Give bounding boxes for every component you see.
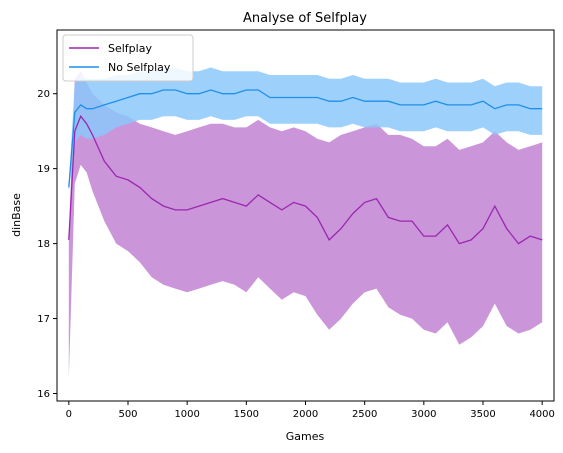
x-tick-label: 1000 (174, 409, 199, 420)
y-tick-label: 19 (37, 164, 50, 175)
no-selfplay-band (68, 67, 543, 192)
legend-frame (62, 34, 194, 82)
selfplay-line (68, 114, 543, 245)
x-tick-label: 4000 (529, 409, 554, 420)
legend-label-selfplay: Selfplay (108, 42, 152, 55)
y-tick-label: 16 (37, 389, 50, 400)
y-tick-label: 18 (37, 239, 50, 250)
no-selfplay-line (68, 89, 543, 188)
y-tick-label: 20 (37, 89, 50, 100)
selfplay-band (68, 71, 543, 379)
chart-title: Analyse of Selfplay (243, 11, 367, 26)
x-tick-label: 1500 (234, 409, 259, 420)
x-tick-label: 3500 (470, 409, 495, 420)
y-tick-label: 17 (37, 314, 50, 325)
y-axis-label: dinBase (10, 193, 23, 237)
y-axis-ticks: 16 17 18 19 20 (37, 89, 57, 400)
series-lines (68, 89, 543, 245)
legend-label-no-selfplay: No Selfplay (108, 61, 171, 74)
x-tick-label: 2500 (352, 409, 377, 420)
x-tick-label: 500 (118, 409, 137, 420)
x-tick-label: 3000 (411, 409, 436, 420)
confidence-bands (68, 67, 543, 379)
x-tick-label: 0 (66, 409, 72, 420)
x-tick-label: 2000 (293, 409, 318, 420)
x-axis-label: Games (286, 430, 325, 443)
legend: Selfplay No Selfplay (62, 34, 194, 82)
x-axis-ticks: 0 500 1000 1500 2000 2500 3000 3500 4000 (66, 401, 555, 420)
